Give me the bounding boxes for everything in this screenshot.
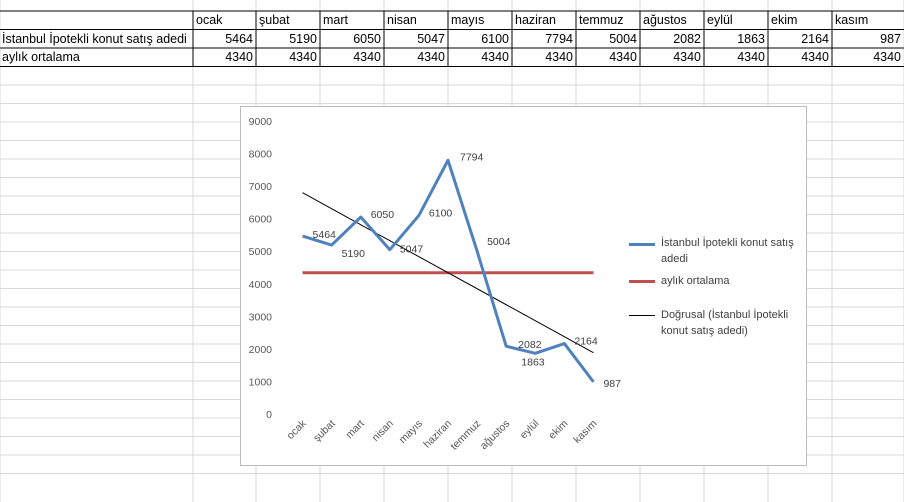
value-cell[interactable]: 4340 [545,50,573,64]
value-cell[interactable]: 4340 [353,50,381,64]
x-tick-label: kasım [571,417,599,445]
value-cell[interactable]: 5004 [609,31,637,46]
value-cell[interactable]: 1863 [737,31,765,46]
data-label: 2164 [574,336,598,348]
value-cell[interactable]: 4340 [289,50,317,64]
y-tick-label: 1000 [249,376,273,388]
header-cell-7[interactable]: ağustos [643,13,687,27]
x-tick-label: nisan [370,418,396,444]
legend-item-series-2: aylık ortalama [629,273,811,289]
y-tick-label: 7000 [249,181,273,193]
value-cell[interactable]: 4340 [225,50,253,64]
y-tick-label: 0 [266,409,272,421]
x-tick-label: mart [344,418,367,441]
legend-item-series-1: İstanbul İpotekli konut satış adedi [629,235,811,267]
data-label: 2082 [518,339,542,351]
value-cell[interactable]: 987 [880,31,901,46]
data-label: 5047 [400,244,424,256]
y-tick-label: 8000 [249,149,273,161]
y-tick-label: 5000 [249,246,273,258]
legend-swatch-black [629,315,655,316]
value-cell[interactable]: 4340 [873,50,901,64]
chart-plot: 0 1000 2000 3000 4000 5000 6000 7000 8000 9000 oca… [249,116,621,453]
legend-swatch-red [629,280,655,283]
x-tick-label: ekim [546,417,570,441]
header-cell-9[interactable]: ekim [771,13,798,27]
header-cell-1[interactable]: şubat [259,13,290,27]
value-cell[interactable]: 4340 [417,50,445,64]
header-cell-4[interactable]: mayıs [451,13,485,27]
header-cell-10[interactable]: kasım [835,13,869,27]
header-cell-8[interactable]: eylül [707,13,733,27]
y-tick-label: 4000 [249,279,273,291]
data-label: 5190 [342,248,366,260]
value-cell[interactable]: 2164 [801,31,829,46]
data-label: 1863 [521,356,545,368]
row-label-cell[interactable]: aylık ortalama [2,50,80,64]
y-tick-label: 9000 [249,116,273,128]
value-cell[interactable]: 4340 [609,50,637,64]
x-tick-label: temmuz [448,418,483,453]
value-cell[interactable]: 7794 [545,31,573,46]
trendline [302,192,594,354]
header-cell-6[interactable]: temmuz [579,13,624,27]
value-cell[interactable]: 4340 [481,50,509,64]
row-label-cell[interactable]: İstanbul İpotekli konut satış adedi [2,31,187,46]
value-cell[interactable]: 4340 [737,50,765,64]
data-label: 987 [603,378,621,390]
header-cell-2[interactable]: mart [323,13,348,27]
header-cell-5[interactable]: haziran [515,13,556,27]
x-tick-label: ağustos [478,418,512,452]
value-cell[interactable]: 6050 [353,31,381,46]
legend-label-trendline: Doğrusal (İstanbul İpotekli konut satış … [661,309,789,337]
x-tick-label: eylül [518,418,542,442]
value-cell[interactable]: 5047 [417,31,445,46]
data-label: 7794 [460,151,484,163]
data-label: 6050 [371,209,395,221]
x-tick-label: şubat [311,418,338,445]
line-chart[interactable]: 0 1000 2000 3000 4000 5000 6000 7000 8000 9000 oca… [240,106,807,466]
value-cell[interactable]: 4340 [673,50,701,64]
value-cell[interactable]: 6100 [481,31,509,46]
data-label: 5004 [487,236,511,248]
y-tick-label: 2000 [249,344,273,356]
data-label: 6100 [429,207,453,219]
legend-label-series-2: aylık ortalama [661,275,730,287]
header-cell-3[interactable]: nisan [387,13,417,27]
value-cell[interactable]: 2082 [673,31,701,46]
x-tick-label: ocak [284,417,309,442]
legend-item-trendline: Doğrusal (İstanbul İpotekli konut satış … [629,307,811,339]
value-cell[interactable]: 5464 [225,31,253,46]
legend-swatch-blue [629,243,655,246]
data-label: 5464 [313,229,337,241]
value-cell[interactable]: 5190 [289,31,317,46]
value-cell[interactable]: 4340 [801,50,829,64]
legend-label-series-1: İstanbul İpotekli konut satış adedi [661,237,794,265]
series-line-sales [302,158,595,383]
header-cell-0[interactable]: ocak [196,13,223,27]
y-tick-label: 6000 [249,214,273,226]
y-tick-label: 3000 [249,311,273,323]
